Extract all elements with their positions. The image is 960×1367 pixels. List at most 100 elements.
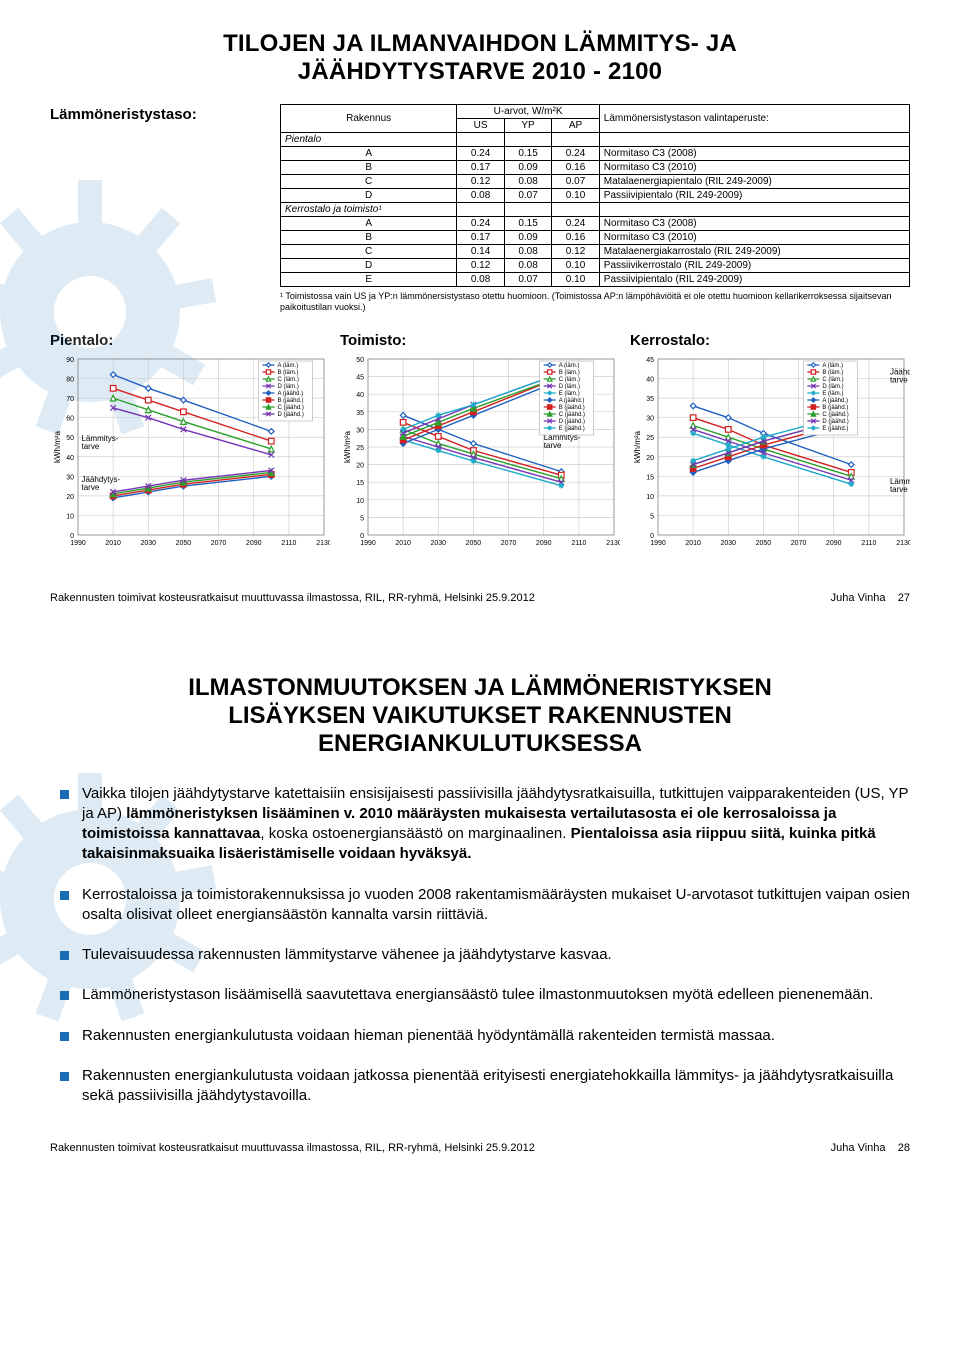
chart2-svg: 0510152025303540455019902010203020502070… bbox=[340, 353, 620, 553]
svg-text:kWh/m²a: kWh/m²a bbox=[633, 430, 642, 463]
svg-text:2050: 2050 bbox=[176, 540, 192, 547]
bullet-item: Rakennusten energiankulutusta voidaan ja… bbox=[60, 1066, 910, 1107]
table-row: A0.240.150.24Normitaso C3 (2008) bbox=[281, 147, 910, 161]
svg-text:D (jäähd.): D (jäähd.) bbox=[278, 412, 304, 418]
svg-text:2110: 2110 bbox=[281, 540, 296, 547]
slide1-title: TILOJEN JA ILMANVAIHDON LÄMMITYS- JA JÄÄ… bbox=[50, 30, 910, 86]
svg-text:2110: 2110 bbox=[571, 540, 586, 547]
svg-text:10: 10 bbox=[356, 497, 364, 504]
svg-text:2130: 2130 bbox=[896, 540, 910, 547]
svg-text:2090: 2090 bbox=[536, 540, 552, 547]
table-row: E0.080.070.10Passiivipientalo (RIL 249-2… bbox=[281, 273, 910, 287]
chart-pientalo: Pientalo: 010203040506070809019902010203… bbox=[50, 332, 330, 556]
svg-text:0: 0 bbox=[70, 533, 74, 540]
charts-row: Pientalo: 010203040506070809019902010203… bbox=[50, 332, 910, 556]
svg-text:50: 50 bbox=[356, 357, 364, 364]
bullet-item: Rakennusten energiankulutusta voidaan hi… bbox=[60, 1026, 910, 1046]
svg-text:B (läm.): B (läm.) bbox=[278, 370, 299, 376]
svg-text:2130: 2130 bbox=[316, 540, 330, 547]
svg-text:B (jäähd.): B (jäähd.) bbox=[278, 398, 304, 404]
svg-text:kWh/m²a: kWh/m²a bbox=[343, 430, 352, 463]
table-row: C0.140.080.12Matalaenergiakarrostalo (RI… bbox=[281, 245, 910, 259]
th-uarvot: U-arvot, W/m²K bbox=[457, 105, 599, 119]
svg-text:D (jäähd.): D (jäähd.) bbox=[559, 419, 585, 425]
chart2-title: Toimisto: bbox=[340, 332, 620, 349]
svg-text:kWh/m²a: kWh/m²a bbox=[53, 430, 62, 463]
svg-text:10: 10 bbox=[646, 493, 654, 500]
bullet-item: Vaikka tilojen jäähdytystarve katettaisi… bbox=[60, 784, 910, 865]
insulation-level-label: Lämmöneristystaso: bbox=[50, 104, 260, 314]
table-row: A0.240.150.24Normitaso C3 (2008) bbox=[281, 217, 910, 231]
svg-text:E (läm.): E (läm.) bbox=[822, 391, 843, 397]
bullet-item: Lämmöneristystason lisäämisellä saavutet… bbox=[60, 985, 910, 1005]
footer-right: Juha Vinha 28 bbox=[831, 1142, 910, 1154]
svg-text:C (jäähd.): C (jäähd.) bbox=[822, 412, 848, 418]
table-row: B0.170.090.16Normitaso C3 (2010) bbox=[281, 231, 910, 245]
svg-text:2070: 2070 bbox=[791, 540, 807, 547]
svg-text:Lämmitys-tarve: Lämmitys-tarve bbox=[890, 477, 910, 494]
svg-text:C (jäähd.): C (jäähd.) bbox=[278, 405, 304, 411]
svg-text:60: 60 bbox=[66, 415, 74, 422]
svg-text:80: 80 bbox=[66, 376, 74, 383]
svg-text:2090: 2090 bbox=[246, 540, 262, 547]
svg-text:35: 35 bbox=[356, 409, 364, 416]
footer-left: Rakennusten toimivat kosteusratkaisut mu… bbox=[50, 1142, 535, 1154]
svg-text:C (läm.): C (läm.) bbox=[822, 377, 843, 383]
svg-text:A (läm.): A (läm.) bbox=[559, 363, 580, 369]
slide2-footer: Rakennusten toimivat kosteusratkaisut mu… bbox=[50, 1136, 910, 1154]
svg-text:2030: 2030 bbox=[720, 540, 736, 547]
svg-text:2030: 2030 bbox=[430, 540, 446, 547]
bullet-item: Tulevaisuudessa rakennusten lämmitystarv… bbox=[60, 945, 910, 965]
svg-text:B (jäähd.): B (jäähd.) bbox=[559, 405, 585, 411]
table-footnote: ¹ Toimistossa vain US ja YP:n lämmönersi… bbox=[280, 291, 910, 314]
chart3-svg: 0510152025303540451990201020302050207020… bbox=[630, 353, 910, 553]
group2-label: Kerrostalo ja toimisto¹ bbox=[281, 203, 457, 217]
chart-kerrostalo: Kerrostalo: 0510152025303540451990201020… bbox=[630, 332, 910, 556]
svg-text:45: 45 bbox=[356, 374, 364, 381]
svg-text:2090: 2090 bbox=[826, 540, 842, 547]
svg-text:40: 40 bbox=[646, 376, 654, 383]
slide1-footer: Rakennusten toimivat kosteusratkaisut mu… bbox=[50, 586, 910, 604]
svg-text:35: 35 bbox=[646, 396, 654, 403]
bullet-item: Kerrostaloissa ja toimistorakennuksissa … bbox=[60, 885, 910, 926]
table-row: D0.080.070.10Passiivipientalo (RIL 249-2… bbox=[281, 189, 910, 203]
svg-text:A (läm.): A (läm.) bbox=[278, 363, 299, 369]
svg-text:5: 5 bbox=[650, 513, 654, 520]
svg-text:C (läm.): C (läm.) bbox=[278, 377, 299, 383]
svg-text:90: 90 bbox=[66, 357, 74, 364]
svg-text:E (läm.): E (läm.) bbox=[559, 391, 580, 397]
th-yp: YP bbox=[504, 119, 551, 133]
svg-text:C (läm.): C (läm.) bbox=[559, 377, 580, 383]
svg-text:5: 5 bbox=[360, 515, 364, 522]
svg-text:1990: 1990 bbox=[70, 540, 86, 547]
svg-text:2010: 2010 bbox=[685, 540, 701, 547]
svg-text:C (jäähd.): C (jäähd.) bbox=[559, 412, 585, 418]
uvalues-table-wrap: Rakennus U-arvot, W/m²K Lämmönersistysta… bbox=[280, 104, 910, 314]
table-row: D0.120.080.10Passiivikerrostalo (RIL 249… bbox=[281, 259, 910, 273]
svg-text:20: 20 bbox=[646, 454, 654, 461]
svg-text:15: 15 bbox=[646, 474, 654, 481]
svg-text:2030: 2030 bbox=[140, 540, 156, 547]
table-row: B0.170.090.16Normitaso C3 (2010) bbox=[281, 161, 910, 175]
svg-text:Lämmitys-tarve: Lämmitys-tarve bbox=[544, 432, 581, 449]
footer-page: 27 bbox=[898, 592, 910, 604]
svg-text:25: 25 bbox=[646, 435, 654, 442]
svg-text:2010: 2010 bbox=[395, 540, 411, 547]
footer-left: Rakennusten toimivat kosteusratkaisut mu… bbox=[50, 592, 535, 604]
svg-text:Jäähdytys-tarve: Jäähdytys-tarve bbox=[890, 367, 910, 384]
bullet-list: Vaikka tilojen jäähdytystarve katettaisi… bbox=[60, 784, 910, 1107]
svg-text:B (jäähd.): B (jäähd.) bbox=[822, 405, 848, 411]
svg-text:2070: 2070 bbox=[501, 540, 517, 547]
svg-text:D (läm.): D (läm.) bbox=[278, 384, 299, 390]
table-row: C0.120.080.07Matalaenergiapientalo (RIL … bbox=[281, 175, 910, 189]
chart-toimisto: Toimisto: 051015202530354045501990201020… bbox=[340, 332, 620, 556]
svg-text:A (läm.): A (läm.) bbox=[822, 363, 843, 369]
th-rakennus: Rakennus bbox=[281, 105, 457, 133]
th-peruste: Lämmönersistystason valintaperuste: bbox=[599, 105, 909, 133]
chart1-svg: 0102030405060708090199020102030205020702… bbox=[50, 353, 330, 553]
svg-text:E (jäähd.): E (jäähd.) bbox=[559, 426, 585, 432]
footer-author: Juha Vinha bbox=[831, 1142, 886, 1154]
slide-2: ILMASTONMUUTOKSEN JA LÄMMÖNERISTYKSEN LI… bbox=[0, 624, 960, 1175]
chart3-title: Kerrostalo: bbox=[630, 332, 910, 349]
svg-text:20: 20 bbox=[66, 493, 74, 500]
